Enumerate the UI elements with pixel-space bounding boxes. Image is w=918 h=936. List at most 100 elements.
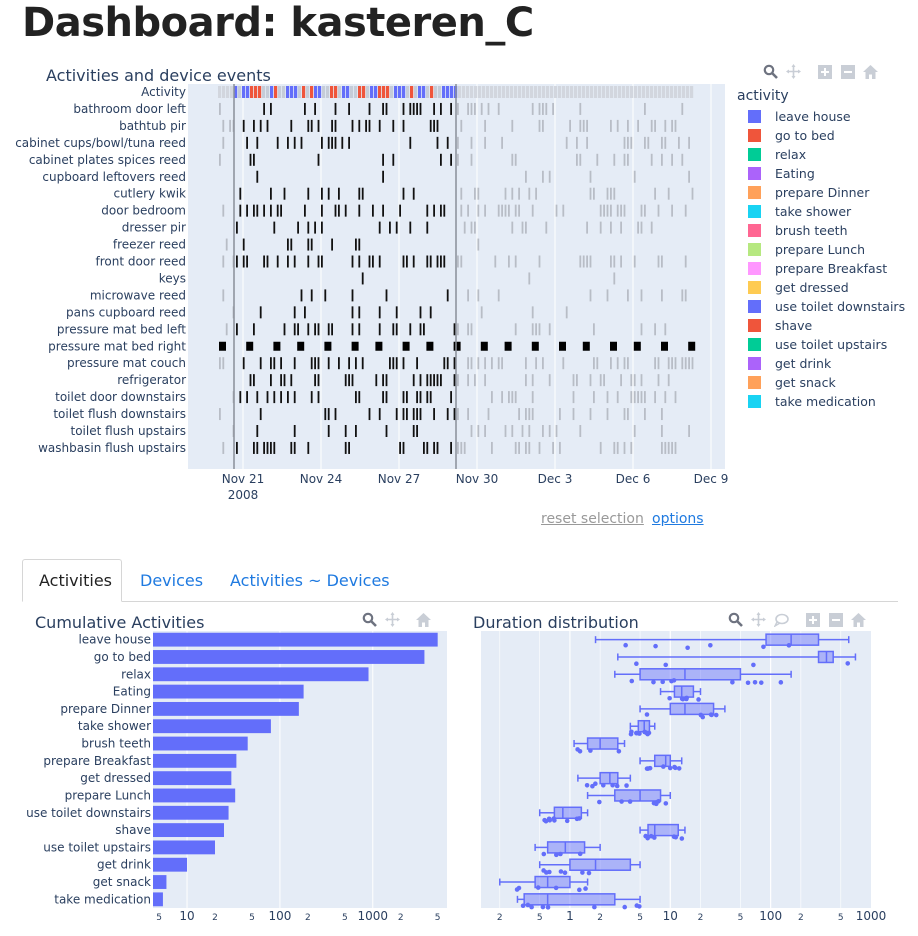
device-event: [314, 357, 316, 370]
legend-swatch: [748, 205, 761, 218]
activity-segment: [446, 86, 450, 98]
device-event: [484, 204, 486, 217]
device-event: [627, 119, 629, 132]
activity-segment: [306, 86, 310, 98]
activity-segment: [522, 86, 526, 98]
box-point: [551, 816, 557, 821]
pan-cross-icon[interactable]: [785, 63, 802, 80]
device-event: [589, 255, 592, 268]
device-event: [484, 374, 486, 387]
activity-segment: [558, 86, 562, 98]
minus-square-icon[interactable]: [839, 63, 856, 80]
device-event: [531, 102, 534, 115]
box-point: [645, 835, 650, 841]
device-event: [324, 408, 327, 421]
legend-swatch: [748, 129, 761, 142]
magnifier-icon[interactable]: [727, 611, 744, 628]
home-icon[interactable]: [862, 63, 879, 80]
activity-segment: [222, 86, 226, 98]
row-label: pressure mat couch: [67, 356, 186, 370]
legend-item[interactable]: Eating: [748, 165, 815, 182]
activity-segment: [390, 86, 394, 98]
options-link[interactable]: options: [652, 511, 704, 527]
legend-item[interactable]: brush teeth: [748, 222, 848, 239]
device-event: [684, 204, 687, 217]
box-point: [629, 729, 634, 735]
device-event: [375, 374, 378, 387]
box-point: [597, 799, 602, 805]
tab-activities-devices[interactable]: Activities ~ Devices: [230, 570, 390, 590]
legend-item[interactable]: prepare Breakfast: [748, 260, 887, 277]
box-point: [637, 731, 642, 736]
activity-segment: [254, 86, 258, 98]
legend-item[interactable]: take medication: [748, 393, 876, 410]
device-event: [586, 221, 588, 234]
device-event: [457, 153, 459, 166]
legend-item[interactable]: use toilet upstairs: [748, 336, 887, 353]
device-event: [579, 255, 582, 268]
device-event: [436, 136, 439, 149]
device-event: [378, 221, 381, 234]
activity-segment: [478, 86, 482, 98]
legend-label: shave: [775, 318, 813, 333]
bar-category-label: get dressed: [80, 771, 151, 785]
device-event: [253, 153, 255, 166]
device-event: [348, 441, 350, 454]
legend-item[interactable]: get dressed: [748, 279, 849, 296]
legend-item[interactable]: prepare Dinner: [748, 184, 869, 201]
reset-selection-link[interactable]: reset selection: [541, 511, 644, 527]
device-event: [372, 204, 374, 217]
timeline-chart[interactable]: Nov 21 Nov 24 Nov 27 Nov 30 Dec 3 Dec 6 Dec 9 2…: [0, 0, 918, 520]
box-point: [653, 801, 659, 807]
legend-item[interactable]: prepare Lunch: [748, 241, 865, 258]
magnifier-icon[interactable]: [762, 63, 779, 80]
pan-cross-icon[interactable]: [750, 611, 767, 628]
legend-item[interactable]: take shower: [748, 203, 851, 220]
bar-category-label: get snack: [93, 875, 151, 889]
plus-square-icon[interactable]: [804, 611, 821, 628]
activity-segment: [294, 86, 298, 98]
box-point: [651, 800, 657, 806]
legend-item[interactable]: get drink: [748, 355, 831, 372]
tab-activities[interactable]: Activities: [22, 559, 122, 602]
device-event: [525, 408, 527, 421]
device-event: [446, 357, 449, 370]
device-event: [419, 374, 422, 387]
activity-segment: [686, 86, 690, 98]
tab-devices[interactable]: Devices: [140, 570, 204, 590]
legend-item[interactable]: go to bed: [748, 127, 835, 144]
box-item: [534, 841, 601, 858]
legend-item[interactable]: relax: [748, 146, 806, 163]
device-event: [242, 119, 245, 132]
device-event: [304, 306, 306, 319]
device-event: [399, 204, 401, 217]
activity-segment: [502, 86, 506, 98]
device-event: [467, 289, 469, 302]
plus-square-icon[interactable]: [816, 63, 833, 80]
device-event: [542, 357, 544, 370]
device-event: [484, 357, 486, 370]
activity-segment: [518, 86, 522, 98]
device-event: [525, 170, 527, 183]
legend-item[interactable]: shave: [748, 317, 812, 334]
box-point: [654, 800, 659, 805]
device-event: [528, 425, 531, 437]
device-event: [620, 255, 622, 268]
pan-cross-icon[interactable]: [384, 611, 401, 628]
legend-item[interactable]: use toilet downstairs: [748, 298, 905, 315]
minus-square-icon[interactable]: [827, 611, 844, 628]
home-icon[interactable]: [850, 611, 867, 628]
home-icon[interactable]: [415, 611, 432, 628]
device-event: [334, 204, 337, 217]
activity-segment: [550, 86, 554, 98]
device-event: [623, 153, 626, 166]
device-event: [623, 204, 626, 217]
legend-title: activity: [737, 88, 789, 104]
device-event: [293, 323, 296, 336]
legend-item[interactable]: leave house: [748, 108, 851, 125]
legend-item[interactable]: get snack: [748, 374, 836, 391]
device-event: [426, 391, 429, 404]
speech-bubble-icon[interactable]: [773, 611, 790, 628]
magnifier-icon[interactable]: [361, 611, 378, 628]
box-item: [659, 685, 702, 702]
